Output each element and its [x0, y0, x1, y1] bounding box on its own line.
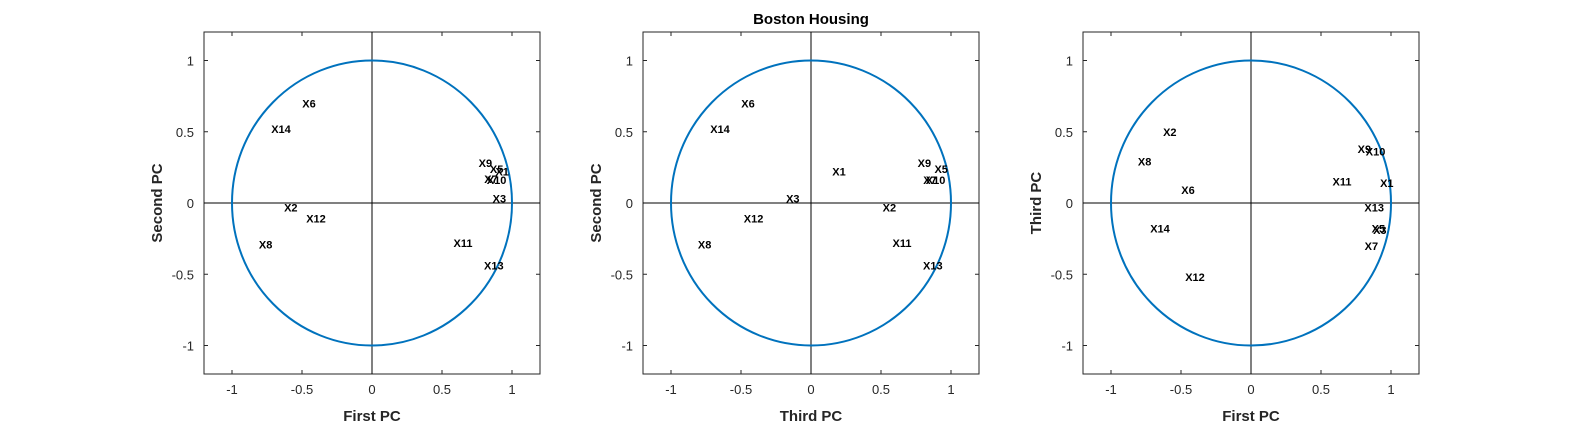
point-label: X6	[741, 98, 754, 110]
point-label: X8	[259, 239, 272, 251]
point-label: X12	[1185, 272, 1205, 284]
x-tick-label: 0	[1247, 382, 1254, 397]
point-label: X13	[484, 261, 504, 273]
point-label: X3	[786, 194, 799, 206]
y-axis-label: Second PC	[588, 163, 605, 242]
point-label: X7	[923, 175, 936, 187]
point-label: X10	[926, 175, 946, 187]
x-tick-label: -0.5	[730, 382, 752, 397]
y-tick-label: -0.5	[611, 267, 633, 282]
figure-title: Boston Housing	[753, 11, 869, 28]
y-tick-label: 0.5	[176, 125, 194, 140]
point-label: X14	[271, 124, 291, 136]
point-label: X9	[479, 158, 492, 170]
point-label: X9	[1358, 144, 1371, 156]
point-label: X10	[487, 175, 507, 187]
point-label: X8	[698, 239, 711, 251]
point-label: X12	[744, 214, 764, 226]
y-tick-label: -1	[182, 339, 194, 354]
x-tick-label: -1	[226, 382, 238, 397]
point-label: X6	[302, 98, 315, 110]
x-tick-label: -1	[1105, 382, 1117, 397]
x-tick-label: -0.5	[1170, 382, 1192, 397]
y-tick-label: -1	[621, 339, 633, 354]
x-axis-label: Third PC	[780, 408, 843, 425]
point-label: X9	[918, 158, 931, 170]
unit-circle	[231, 59, 513, 347]
point-label: X7	[484, 174, 497, 186]
subplots: -1 -0.5 0 0.5 1-1-0.500.51X6X14X9X5X1X7X10X3…	[149, 31, 1420, 425]
point-label: X5	[490, 164, 503, 176]
point-label: X13	[923, 261, 943, 273]
unit-circle	[670, 59, 952, 347]
x-tick-label: 0.5	[872, 382, 890, 397]
point-label: X7	[1365, 241, 1378, 253]
point-label: X3	[1373, 225, 1386, 237]
point-label: X11	[893, 238, 912, 250]
point-label: X1	[1380, 178, 1393, 190]
x-tick-label: -0.5	[291, 382, 313, 397]
x-tick-label: 1	[508, 382, 515, 397]
point-label: X3	[493, 194, 506, 206]
x-axis-label: First PC	[343, 408, 401, 425]
point-label: X10	[1366, 147, 1386, 159]
x-axis-label: First PC	[1222, 408, 1280, 425]
x-tick-label: 0.5	[433, 382, 451, 397]
y-tick-label: 0.5	[615, 125, 633, 140]
unit-circle	[1110, 59, 1392, 347]
point-label: X8	[1138, 157, 1151, 169]
point-label: X2	[883, 202, 896, 214]
point-label: X13	[1364, 202, 1384, 214]
y-tick-label: 0	[187, 196, 194, 211]
point-label: X2	[1163, 127, 1176, 139]
point-label: X6	[1181, 185, 1194, 197]
y-axis-label: Third PC	[1028, 172, 1045, 235]
x-tick-label: 0	[368, 382, 375, 397]
y-tick-label: -1	[1061, 339, 1073, 354]
y-tick-label: 0	[626, 196, 633, 211]
point-label: X14	[1150, 224, 1170, 236]
y-tick-label: -0.5	[1051, 267, 1073, 282]
point-label: X5	[1372, 224, 1385, 236]
point-label: X1	[832, 167, 845, 179]
y-tick-label: 1	[626, 54, 633, 69]
x-tick-label: 0	[807, 382, 814, 397]
point-label: X5	[934, 164, 947, 176]
point-label: X11	[1333, 177, 1352, 189]
y-tick-label: -0.5	[172, 267, 194, 282]
y-tick-label: 1	[187, 54, 194, 69]
point-label: X14	[710, 124, 730, 136]
point-label: X12	[306, 214, 326, 226]
y-axis-label: Second PC	[149, 163, 166, 242]
x-tick-label: 1	[1387, 382, 1394, 397]
x-tick-label: -1	[665, 382, 677, 397]
point-label: X2	[284, 202, 297, 214]
y-tick-label: 0.5	[1055, 125, 1073, 140]
x-tick-label: 1	[947, 382, 954, 397]
y-tick-label: 0	[1066, 196, 1073, 211]
x-tick-label: 0.5	[1312, 382, 1330, 397]
y-tick-label: 1	[1066, 54, 1073, 69]
point-label: X1	[495, 167, 508, 179]
point-label: X11	[454, 238, 473, 250]
